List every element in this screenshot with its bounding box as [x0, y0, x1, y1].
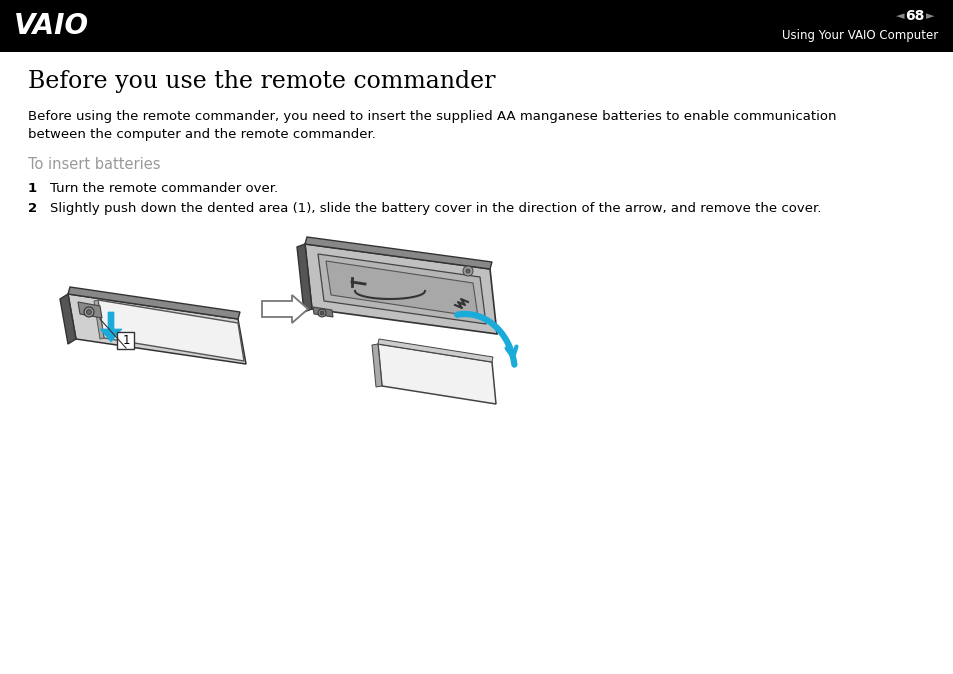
- Polygon shape: [326, 261, 477, 317]
- Polygon shape: [317, 254, 485, 324]
- Circle shape: [317, 309, 326, 317]
- Polygon shape: [305, 237, 492, 269]
- Circle shape: [465, 269, 470, 273]
- Polygon shape: [313, 307, 333, 317]
- Text: Slightly push down the dented area (1), slide the battery cover in the direction: Slightly push down the dented area (1), …: [50, 202, 821, 215]
- Polygon shape: [60, 294, 76, 344]
- Polygon shape: [262, 295, 308, 323]
- Polygon shape: [100, 312, 122, 342]
- Polygon shape: [377, 344, 496, 404]
- Circle shape: [462, 266, 473, 276]
- Circle shape: [87, 309, 91, 315]
- Circle shape: [84, 307, 94, 317]
- Polygon shape: [296, 244, 312, 312]
- Polygon shape: [78, 302, 102, 318]
- Text: 1: 1: [28, 182, 37, 195]
- Text: To insert batteries: To insert batteries: [28, 157, 160, 172]
- Circle shape: [319, 311, 324, 315]
- Polygon shape: [94, 300, 104, 339]
- FancyBboxPatch shape: [117, 332, 134, 348]
- Text: ►: ►: [924, 11, 933, 21]
- Text: 1: 1: [122, 334, 130, 346]
- Polygon shape: [305, 244, 497, 334]
- Text: Before using the remote commander, you need to insert the supplied AA manganese : Before using the remote commander, you n…: [28, 110, 836, 141]
- Polygon shape: [98, 300, 244, 361]
- Bar: [0, 0, 953, 52]
- Polygon shape: [68, 294, 246, 364]
- Text: 2: 2: [28, 202, 37, 215]
- Text: VAIO: VAIO: [14, 12, 89, 40]
- Text: Turn the remote commander over.: Turn the remote commander over.: [50, 182, 278, 195]
- Text: Before you use the remote commander: Before you use the remote commander: [28, 70, 495, 93]
- Polygon shape: [372, 344, 381, 387]
- Polygon shape: [377, 339, 493, 362]
- Text: Using Your VAIO Computer: Using Your VAIO Computer: [781, 30, 937, 42]
- Text: ◄: ◄: [895, 11, 903, 21]
- Text: 68: 68: [904, 9, 923, 23]
- Polygon shape: [68, 287, 240, 319]
